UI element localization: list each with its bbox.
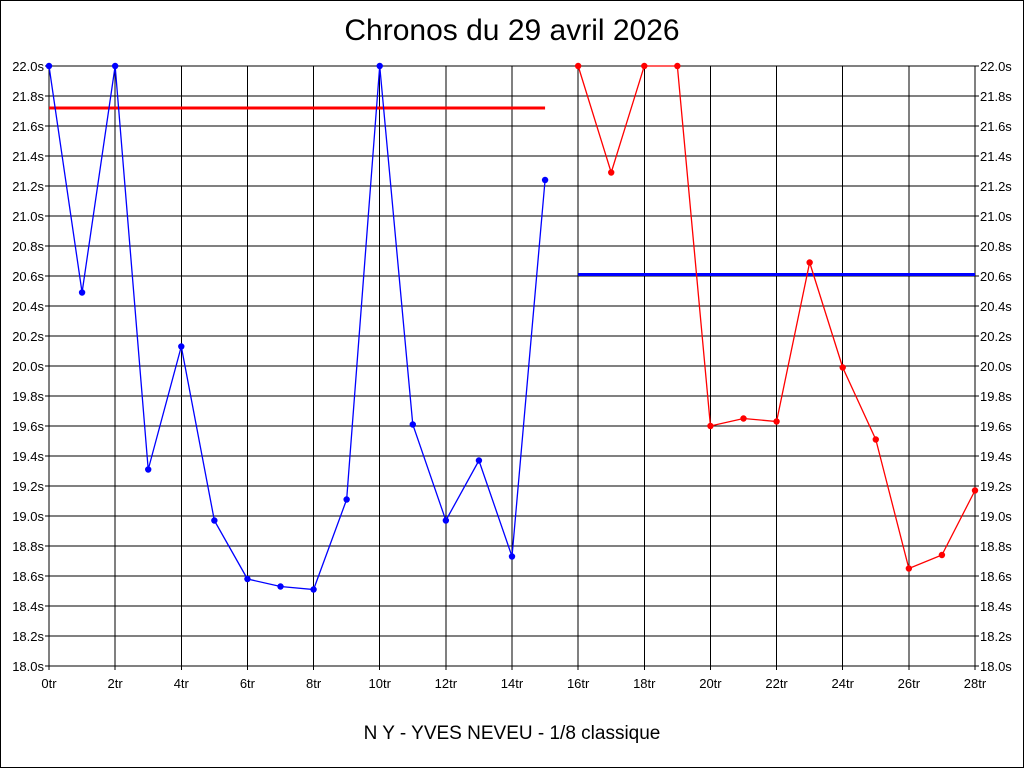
x-tick-label: 10tr <box>369 676 392 691</box>
data-point <box>707 422 714 430</box>
data-point <box>740 415 747 422</box>
data-point <box>839 364 846 371</box>
y-tick-label-right: 20.0s <box>980 359 1012 374</box>
data-point <box>674 62 681 70</box>
data-point <box>178 343 185 350</box>
y-tick-label-left: 18.6s <box>12 569 44 584</box>
data-point <box>938 551 946 559</box>
x-tick-label: 24tr <box>832 676 855 691</box>
plot-border <box>48 65 976 667</box>
data-point <box>641 62 648 70</box>
y-tick-label-left: 22.0s <box>12 59 44 74</box>
y-tick-label-right: 19.4s <box>980 449 1012 464</box>
data-point <box>872 436 879 443</box>
y-tick-label-right: 20.4s <box>980 299 1012 314</box>
y-tick-label-left: 21.2s <box>12 179 44 194</box>
x-tick-label: 18tr <box>633 676 656 691</box>
y-tick-label-left: 20.2s <box>12 329 44 344</box>
data-point <box>310 586 317 593</box>
y-tick-label-right: 19.8s <box>980 389 1012 404</box>
y-tick-label-right: 21.6s <box>980 119 1012 134</box>
x-tick-label: 4tr <box>174 676 190 691</box>
data-point <box>541 176 549 184</box>
y-tick-label-right: 20.6s <box>980 269 1012 284</box>
y-tick-label-right: 21.2s <box>980 179 1012 194</box>
y-tick-label-right: 19.2s <box>980 479 1012 494</box>
y-tick-label-right: 18.4s <box>980 599 1012 614</box>
x-tick-label: 16tr <box>567 676 590 691</box>
data-point <box>475 457 483 464</box>
y-tick-label-right: 21.0s <box>980 209 1012 224</box>
y-tick-label-right: 20.2s <box>980 329 1012 344</box>
data-point <box>45 62 53 70</box>
y-tick-label-left: 20.6s <box>12 269 44 284</box>
y-tick-label-left: 19.0s <box>12 509 44 524</box>
y-tick-label-right: 18.8s <box>980 539 1012 554</box>
y-tick-label-left: 18.4s <box>12 599 44 614</box>
data-point <box>442 517 450 524</box>
y-tick-label-left: 19.2s <box>12 479 44 494</box>
x-tick-label: 14tr <box>501 676 524 691</box>
y-tick-label-right: 21.8s <box>980 89 1012 104</box>
y-tick-label-left: 21.8s <box>12 89 44 104</box>
y-tick-label-left: 20.8s <box>12 239 44 254</box>
chart-title: Chronos du 29 avril 2026 <box>344 14 680 47</box>
data-point <box>806 259 813 266</box>
x-tick-label: 22tr <box>765 676 788 691</box>
data-point <box>409 421 416 428</box>
data-point <box>343 496 350 503</box>
data-point <box>971 487 979 494</box>
x-tick-label: 6tr <box>240 676 256 691</box>
y-tick-label-right: 22.0s <box>980 59 1012 74</box>
data-point <box>574 62 582 70</box>
data-point <box>111 62 119 70</box>
x-tick-label: 28tr <box>964 676 987 691</box>
y-tick-label-left: 18.8s <box>12 539 44 554</box>
y-tick-label-right: 18.0s <box>980 659 1012 674</box>
y-tick-label-left: 18.0s <box>12 659 44 674</box>
y-tick-label-left: 20.4s <box>12 299 44 314</box>
y-tick-label-left: 19.8s <box>12 389 44 404</box>
data-point <box>211 517 218 524</box>
x-tick-label: 12tr <box>435 676 458 691</box>
y-tick-label-right: 19.6s <box>980 419 1012 434</box>
data-point <box>508 553 516 560</box>
x-tick-label: 8tr <box>306 676 322 691</box>
data-point <box>773 418 780 425</box>
y-tick-label-right: 20.8s <box>980 239 1012 254</box>
data-point <box>244 575 251 583</box>
chart-footer: N Y - YVES NEVEU - 1/8 classique <box>363 723 661 744</box>
x-tick-label: 0tr <box>41 676 57 691</box>
y-tick-label-right: 18.6s <box>980 569 1012 584</box>
series-line <box>48 65 546 591</box>
y-tick-label-left: 19.6s <box>12 419 44 434</box>
x-tick-label: 20tr <box>699 676 722 691</box>
x-tick-label: 26tr <box>898 676 921 691</box>
y-tick-label-left: 18.2s <box>12 629 44 644</box>
data-point <box>376 62 383 70</box>
y-tick-label-right: 21.4s <box>980 149 1012 164</box>
y-tick-label-left: 20.0s <box>12 359 44 374</box>
y-tick-label-right: 18.2s <box>980 629 1012 644</box>
data-point <box>277 583 284 590</box>
data-point <box>905 565 913 572</box>
y-tick-label-left: 21.4s <box>12 149 44 164</box>
y-tick-label-left: 19.4s <box>12 449 44 464</box>
data-point <box>608 169 615 176</box>
data-point <box>145 466 152 473</box>
y-tick-label-left: 21.6s <box>12 119 44 134</box>
y-tick-label-left: 21.0s <box>12 209 44 224</box>
x-tick-label: 2tr <box>108 676 124 691</box>
y-tick-label-right: 19.0s <box>980 509 1012 524</box>
data-point <box>78 289 86 296</box>
